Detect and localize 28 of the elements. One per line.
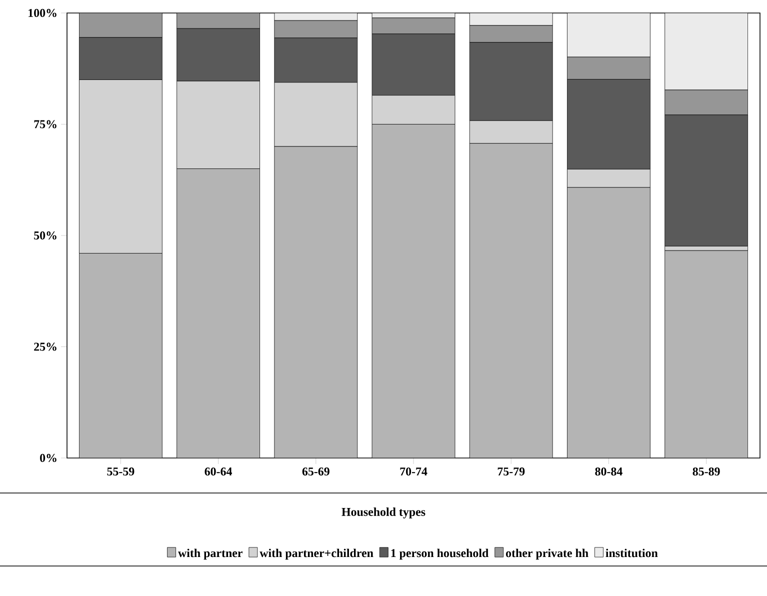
x-tick-label: 60-64	[204, 467, 232, 476]
x-tick-label: 70-74	[400, 467, 428, 476]
x-tick-label: 85-89	[692, 467, 720, 476]
y-tick-label: 0%	[40, 454, 56, 462]
y-tick-label: 100%	[28, 8, 56, 18]
legend-label: other private hh	[506, 548, 588, 560]
legend-label: with partner	[178, 548, 242, 560]
legend-label: 1 person household	[391, 548, 489, 560]
y-tick-label: 50%	[34, 231, 56, 240]
bar	[79, 12, 162, 38]
y-tick-label: 75%	[34, 120, 56, 128]
bar	[567, 12, 650, 58]
bar	[567, 56, 650, 80]
bar	[274, 20, 358, 38]
x-tick-label: 80-84	[595, 467, 622, 476]
bar	[664, 90, 748, 116]
x-tick-label: 65-69	[302, 467, 330, 476]
legend-label: with partner+children	[260, 548, 374, 560]
x-tick-label: 75-79	[498, 467, 525, 476]
legend-label: institution	[606, 548, 658, 558]
bar	[469, 25, 553, 43]
bar	[372, 18, 456, 34]
x-tick-label: 55-59	[107, 467, 134, 476]
bar	[664, 12, 748, 90]
y-tick-label: 25%	[34, 342, 56, 351]
bar	[176, 12, 260, 29]
legend-title: Household types	[342, 508, 426, 518]
bar	[469, 12, 553, 26]
